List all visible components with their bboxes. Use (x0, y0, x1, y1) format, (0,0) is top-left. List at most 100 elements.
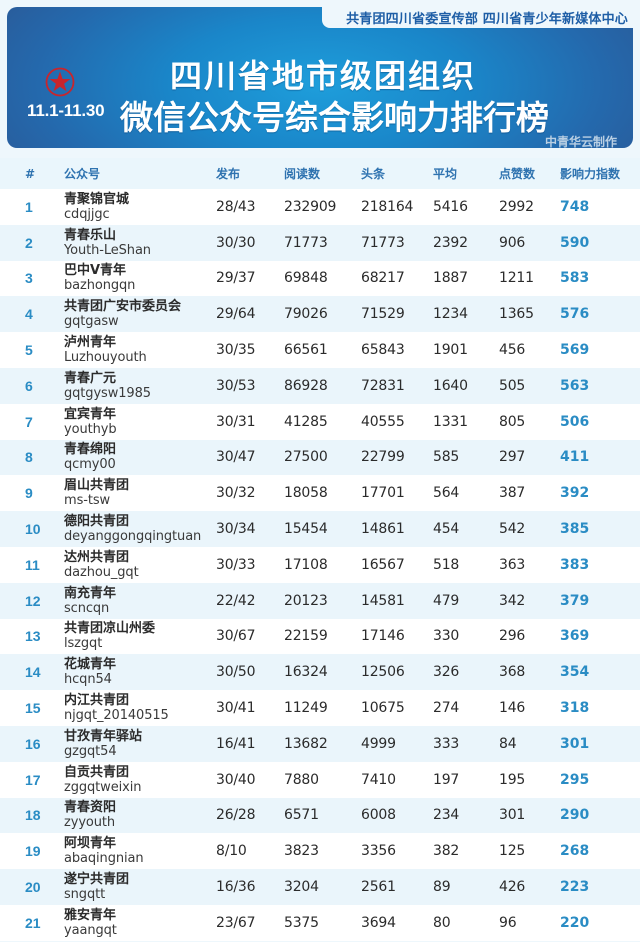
influence-index: 506 (560, 413, 590, 430)
account-name: 德阳共青团 (64, 514, 130, 530)
rank-number: 12 (25, 592, 41, 609)
average-reads: 454 (433, 521, 460, 538)
headline-reads: 3356 (361, 843, 396, 860)
header-likes[interactable]: 点赞数 (499, 167, 536, 181)
headline-reads: 218164 (361, 198, 414, 215)
header-reads[interactable]: 阅读数 (284, 167, 321, 181)
account-name-cell: 巴中V青年 bazhongqn (64, 261, 135, 297)
table-row-9[interactable]: 9 眉山共青团 ms-tsw 30/32 18058 17701 564 387… (0, 475, 640, 512)
like-count: 542 (499, 521, 526, 538)
influence-index: 590 (560, 234, 590, 251)
table-row-1[interactable]: 1 青聚锦官城 cdqjjgc 28/43 232909 218164 5416… (0, 189, 640, 225)
average-reads: 5416 (433, 198, 468, 215)
header-published[interactable]: 发布 (216, 167, 241, 181)
rank-number: 15 (25, 700, 41, 717)
read-count: 66561 (284, 342, 328, 359)
rank-number: 10 (25, 521, 41, 538)
table-row-14[interactable]: 14 花城青年 hcqn54 30/50 16324 12506 326 368… (0, 654, 640, 691)
table-row-16[interactable]: 16 甘孜青年驿站 gzgqt54 16/41 13682 4999 333 8… (0, 725, 640, 762)
influence-index: 383 (560, 556, 590, 573)
read-count: 27500 (284, 449, 328, 466)
account-id: abaqingnian (64, 851, 144, 867)
account-name: 宜宾青年 (64, 406, 117, 422)
account-id: hcqn54 (64, 672, 112, 688)
like-count: 146 (499, 700, 526, 717)
average-reads: 80 (433, 914, 451, 931)
table-row-17[interactable]: 17 自贡共青团 zggqtweixin 30/40 7880 7410 197… (0, 761, 640, 798)
page-title-line2: 微信公众号综合影响力排行榜 (120, 98, 549, 137)
table-row-6[interactable]: 6 青春广元 gqtgysw1985 30/53 86928 72831 164… (0, 367, 640, 404)
account-id: njgqt_20140515 (64, 708, 169, 724)
like-count: 96 (499, 914, 517, 931)
account-id: bazhongqn (64, 278, 136, 294)
header-index[interactable]: 影响力指数 (560, 167, 621, 181)
influence-index: 220 (560, 914, 590, 931)
read-count: 86928 (284, 377, 328, 394)
table-row-3[interactable]: 3 巴中V青年 bazhongqn 29/37 69848 68217 1887… (0, 260, 640, 297)
account-name: 共青团广安市委员会 (64, 299, 182, 315)
published-count: 30/53 (216, 377, 256, 394)
average-reads: 234 (433, 807, 460, 824)
read-count: 11249 (284, 700, 328, 717)
rank-number: 4 (25, 306, 33, 323)
account-name-cell: 内江共青团 njgqt_20140515 (64, 690, 169, 726)
average-reads: 1640 (433, 377, 468, 394)
headline-reads: 3694 (361, 914, 396, 931)
table-row-7[interactable]: 7 宜宾青年 youthyb 30/31 41285 40555 1331 80… (0, 403, 640, 440)
table-row-11[interactable]: 11 达州共青团 dazhou_gqt 30/33 17108 16567 51… (0, 546, 640, 583)
published-count: 30/67 (216, 628, 256, 645)
rank-number: 18 (25, 807, 41, 824)
header-name[interactable]: 公众号 (64, 167, 101, 181)
influence-index: 385 (560, 521, 590, 538)
table-row-10[interactable]: 10 德阳共青团 deyanggongqingtuan 30/34 15454 … (0, 511, 640, 547)
table-row-12[interactable]: 12 南充青年 scncqn 22/42 20123 14581 479 342… (0, 582, 640, 619)
account-name-cell: 阿坝青年 abaqingnian (64, 833, 144, 869)
account-name-cell: 共青团凉山州委 lszgqt (64, 619, 155, 655)
publisher-tab: 共青团四川省委宣传部 四川省青少年新媒体中心 (322, 7, 640, 28)
table-row-13[interactable]: 13 共青团凉山州委 lszgqt 30/67 22159 17146 330 … (0, 618, 640, 655)
table-row-5[interactable]: 5 泸州青年 Luzhouyouth 30/35 66561 65843 190… (0, 332, 640, 368)
header-rank[interactable]: # (25, 166, 36, 181)
account-name-cell: 达州共青团 dazhou_gqt (64, 547, 139, 583)
published-count: 26/28 (216, 807, 256, 824)
account-name: 自贡共青团 (64, 764, 130, 780)
account-name: 巴中V青年 (64, 263, 127, 279)
header-headline[interactable]: 头条 (361, 167, 386, 181)
rank-number: 20 (25, 879, 41, 896)
table-row-19[interactable]: 19 阿坝青年 abaqingnian 8/10 3823 3356 382 1… (0, 833, 640, 870)
account-name: 遂宁共青团 (64, 872, 130, 888)
account-name: 达州共青团 (64, 549, 130, 565)
account-name-cell: 南充青年 scncqn (64, 583, 116, 619)
table-row-4[interactable]: 4 共青团广安市委员会 gqtgasw 29/64 79026 71529 12… (0, 296, 640, 333)
rank-number: 8 (25, 449, 33, 466)
table-row-18[interactable]: 18 青春资阳 zyyouth 26/28 6571 6008 234 301 … (0, 797, 640, 834)
read-count: 17108 (284, 556, 328, 573)
account-name: 雅安青年 (64, 907, 117, 923)
published-count: 30/40 (216, 771, 256, 788)
header-average[interactable]: 平均 (433, 167, 458, 181)
average-reads: 1234 (433, 306, 468, 323)
rank-number: 2 (25, 234, 33, 251)
influence-index: 301 (560, 735, 590, 752)
rank-number: 21 (25, 914, 41, 931)
like-count: 2992 (499, 198, 534, 215)
published-count: 30/32 (216, 485, 256, 502)
account-id: qcmy00 (64, 457, 116, 473)
table-row-21[interactable]: 21 雅安青年 yaangqt 23/67 5375 3694 80 96 22… (0, 904, 640, 941)
headline-reads: 68217 (361, 270, 405, 287)
account-id: Youth-LeShan (64, 242, 151, 258)
table-row-2[interactable]: 2 青春乐山 Youth-LeShan 30/30 71773 71773 23… (0, 224, 640, 261)
table-row-8[interactable]: 8 青春绵阳 qcmy00 30/47 27500 22799 585 297 … (0, 439, 640, 476)
published-count: 30/47 (216, 449, 256, 466)
account-id: deyanggongqingtuan (64, 529, 202, 545)
red-star-icon (45, 67, 75, 97)
average-reads: 382 (433, 843, 460, 860)
account-id: gqtgasw (64, 314, 119, 330)
table-row-15[interactable]: 15 内江共青团 njgqt_20140515 30/41 11249 1067… (0, 690, 640, 726)
account-id: yaangqt (64, 922, 117, 938)
table-row-20[interactable]: 20 遂宁共青团 sngqtt 16/36 3204 2561 89 426 2… (0, 869, 640, 905)
published-count: 30/34 (216, 521, 256, 538)
published-count: 22/42 (216, 592, 256, 609)
published-count: 30/41 (216, 700, 256, 717)
